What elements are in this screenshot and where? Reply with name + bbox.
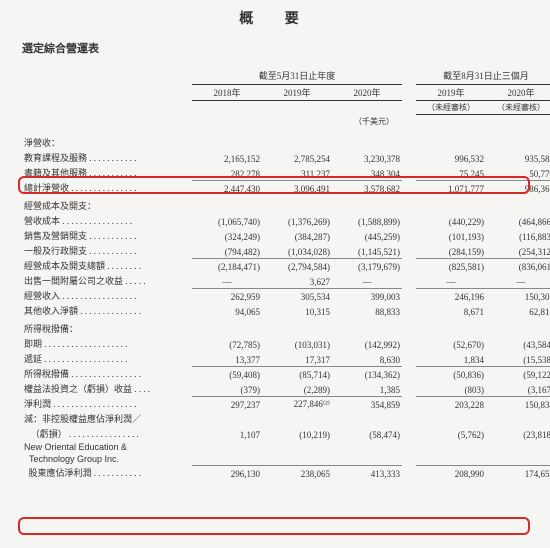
row-cogs: 營收成本 . . . . . . . . . . . . . . . . (1,… (22, 213, 550, 228)
col-fy2018: 2018年 (192, 85, 262, 101)
row-tax-tot: 所得稅撥備 . . . . . . . . . . . . . . . . (5… (22, 366, 550, 381)
row-tax-header: 所得稅撥備： (22, 318, 550, 336)
row-tax-cur: 即期 . . . . . . . . . . . . . . . . . . .… (22, 336, 550, 351)
row-gain-sub: 出售一間附屬公司之收益 . . . . . — 3,627 — — — (22, 273, 550, 288)
highlight-attributable-profit (18, 517, 530, 535)
col-q2020: 2020年 (486, 85, 550, 101)
section-subtitle: 選定綜合營運表 (22, 40, 530, 56)
row-equity-inv: 權益法投資之（虧損）收益 . . . . (379) (2,289) 1,385… (22, 381, 550, 396)
row-total-rev: 總計淨營收 . . . . . . . . . . . . . . . 2,44… (22, 180, 550, 195)
row-tax-def: 遞延 . . . . . . . . . . . . . . . . . . .… (22, 351, 550, 366)
row-opex-header: 經營成本及開支： (22, 195, 550, 213)
row-sm: 銷售及營銷開支 . . . . . . . . . . . (324,249) … (22, 228, 550, 243)
audit-row: （未經審核） （未經審核） (22, 101, 550, 115)
unaudited-q2019: （未經審核） (416, 101, 486, 115)
row-net-profit: 淨利潤 . . . . . . . . . . . . . . . . . . … (22, 396, 550, 411)
row-total-opex: 經營成本及開支總額 . . . . . . . . (2,184,471) (2… (22, 258, 550, 273)
row-edu: 教育課程及服務 . . . . . . . . . . . 2,165,152 … (22, 150, 550, 165)
row-net-rev-header: 淨營收： (22, 132, 550, 150)
row-group-2: Technology Group Inc. (22, 453, 550, 465)
row-group-1: New Oriental Education & (22, 441, 550, 453)
row-nci-1: 減：非控股權益應佔淨利潤／ (22, 411, 550, 426)
row-other-inc: 其他收入淨額 . . . . . . . . . . . . . . 94,06… (22, 303, 550, 318)
row-ga: 一般及行政開支 . . . . . . . . . . . (794,482) … (22, 243, 550, 258)
fy-span-header: 截至5月31日止年度 (192, 68, 402, 85)
col-fy2019: 2019年 (262, 85, 332, 101)
page-title: 概 要 (22, 8, 530, 28)
row-attrib: 股東應佔淨利潤 . . . . . . . . . . . 296,130 23… (22, 465, 550, 480)
row-books: 書籍及其他服務 . . . . . . . . . . . 282,278 31… (22, 165, 550, 180)
row-nci-2: （虧損） . . . . . . . . . . . . . . . . 1,1… (22, 426, 550, 441)
year-row: 2018年 2019年 2020年 2019年 2020年 (22, 85, 550, 101)
qtr-span-header: 截至8月31日止三個月 (416, 68, 550, 85)
unaudited-q2020: （未經審核） (486, 101, 550, 115)
financial-table: 截至5月31日止年度 截至8月31日止三個月 2018年 2019年 2020年… (22, 68, 550, 480)
col-q2019: 2019年 (416, 85, 486, 101)
col-fy2020: 2020年 (332, 85, 402, 101)
header-span-row: 截至5月31日止年度 截至8月31日止三個月 (22, 68, 550, 85)
row-op-inc: 經營收入 . . . . . . . . . . . . . . . . . 2… (22, 288, 550, 303)
unit-row: （千美元） (22, 115, 550, 130)
unit-label: （千美元） (192, 115, 550, 130)
